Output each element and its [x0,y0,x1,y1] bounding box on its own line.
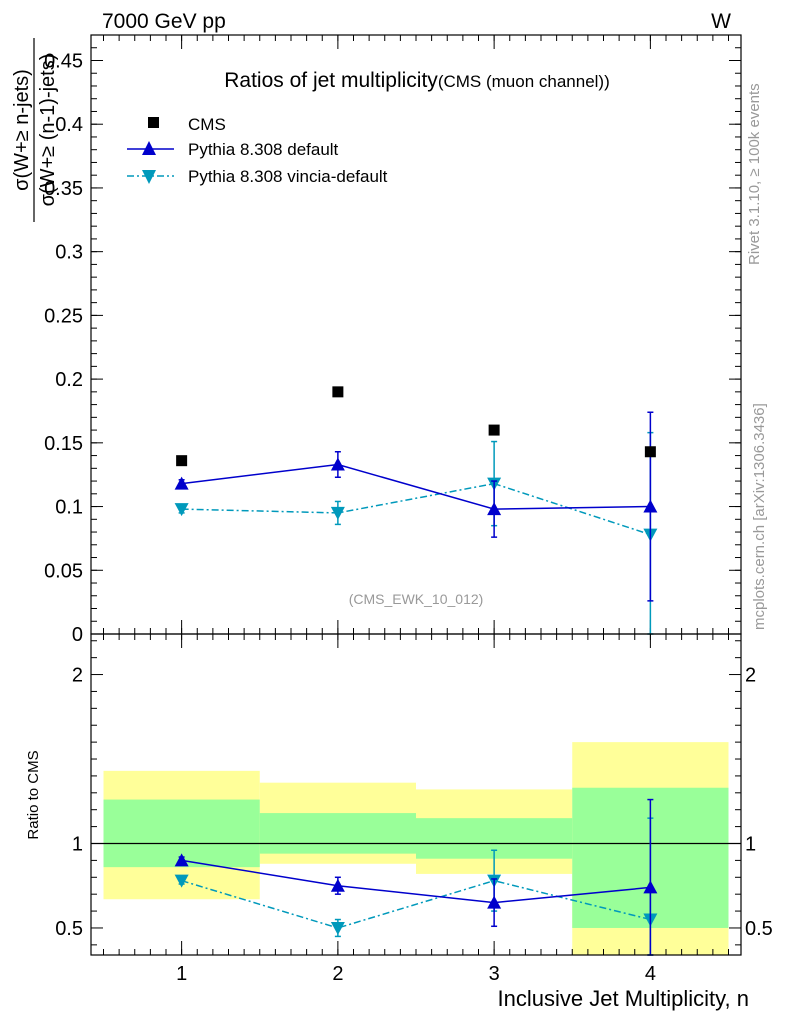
ratio-axis-ticks: 0.5 0.5 1 1 2 2 1 2 3 4 [55,634,773,985]
legend-cms-label: CMS [188,115,226,134]
main-data-marks [174,386,658,635]
main-default-point-triangle-up [487,502,502,516]
ratio-default-point-triangle-up [174,853,189,867]
ratio-ytick-label-right: 2 [745,665,756,687]
main-cms-point-square [332,386,344,398]
uncertainty-band-green [259,813,416,854]
header-right: W [711,10,731,33]
subtitle: (CMS (muon channel)) [438,72,610,91]
ratio-default-series-line [181,859,651,904]
ratio-default-point-triangle-up [643,880,658,894]
main-vincia-series-line [181,482,651,536]
title: Ratios of jet multiplicity [224,69,438,92]
legend-default-marker [142,141,156,155]
main-title: Ratios of jet multiplicity(CMS (muon cha… [224,69,610,92]
ratio-default-point-triangle-up [330,878,345,892]
legend-cms-marker [148,117,159,128]
ratio-panel: 0.5 0.5 1 1 2 2 1 2 3 4 Ratio to CMS Inclusive Je… [25,633,773,1011]
header-left: 7000 GeV pp [102,10,226,33]
legend: CMS Pythia 8.308 default Pythia 8.308 vi… [127,115,388,186]
main-ytick-label: 0.35 [44,178,83,200]
main-vincia-point-triangle-down [330,506,345,520]
legend-vincia-marker [142,170,156,184]
ratio-vincia-point-triangle-down [330,921,345,935]
main-panel: 0 0.05 0.1 0.15 0.2 0.25 0.3 0.35 0.4 0.45 Ratios… [11,34,742,646]
ylabel-numerator: σ(W+≥ n-jets) [11,69,33,191]
ratio-frame [90,633,742,956]
main-default-point-triangle-up [643,499,658,513]
ratio-ytick-label-right: 0.5 [745,918,773,940]
main-ytick-label: 0.25 [44,305,83,327]
ratio-ylabel: Ratio to CMS [25,750,42,839]
main-vincia-point-triangle-down [174,503,189,517]
main-default-series-line [181,463,651,510]
main-ytick-label: 0.4 [55,114,83,136]
xtick-label: 4 [645,963,656,985]
main-ytick-label: 0 [72,624,83,646]
main-default-point-triangle-up [174,476,189,490]
legend-default-label: Pythia 8.308 default [188,140,339,159]
main-ytick-label: 0.3 [55,242,83,264]
ratio-vincia-point-triangle-down [174,874,189,888]
ratio-bands [91,742,741,955]
ratio-ytick-label: 2 [72,665,83,687]
ratio-default-point-triangle-up [487,895,502,909]
mcplots-info: mcplots.cern.ch [arXiv:1306.3436] [751,403,768,630]
xtick-label: 2 [332,963,343,985]
main-cms-point-square [644,446,656,458]
ratio-ytick-label: 1 [72,833,83,855]
ratio-ytick-label: 0.5 [55,918,83,940]
ratio-ytick-label-right: 1 [745,833,756,855]
main-ytick-label: 0.15 [44,433,83,455]
analysis-watermark: (CMS_EWK_10_012) [349,591,484,607]
ylabel-denominator: σ(W+≥ (n-1)-jets) [37,54,59,207]
xlabel: Inclusive Jet Multiplicity, n [498,986,749,1011]
xtick-label: 1 [176,963,187,985]
main-cms-point-square [488,424,500,436]
main-default-point-triangle-up [330,457,345,471]
main-ylabel: σ(W+≥ n-jets) σ(W+≥ (n-1)-jets) [11,38,59,222]
legend-vincia-label: Pythia 8.308 vincia-default [188,167,388,186]
ratio-data-marks [174,798,658,956]
main-ytick-label: 0.05 [44,560,83,582]
main-ytick-label: 0.45 [44,50,83,72]
main-cms-point-square [176,455,188,467]
ratio-vincia-series-line [181,879,651,929]
rivet-info: Rivet 3.1.10, ≥ 100k events [746,83,763,265]
main-ytick-label: 0.1 [55,497,83,519]
main-ytick-label: 0.2 [55,369,83,391]
xtick-label: 3 [489,963,500,985]
